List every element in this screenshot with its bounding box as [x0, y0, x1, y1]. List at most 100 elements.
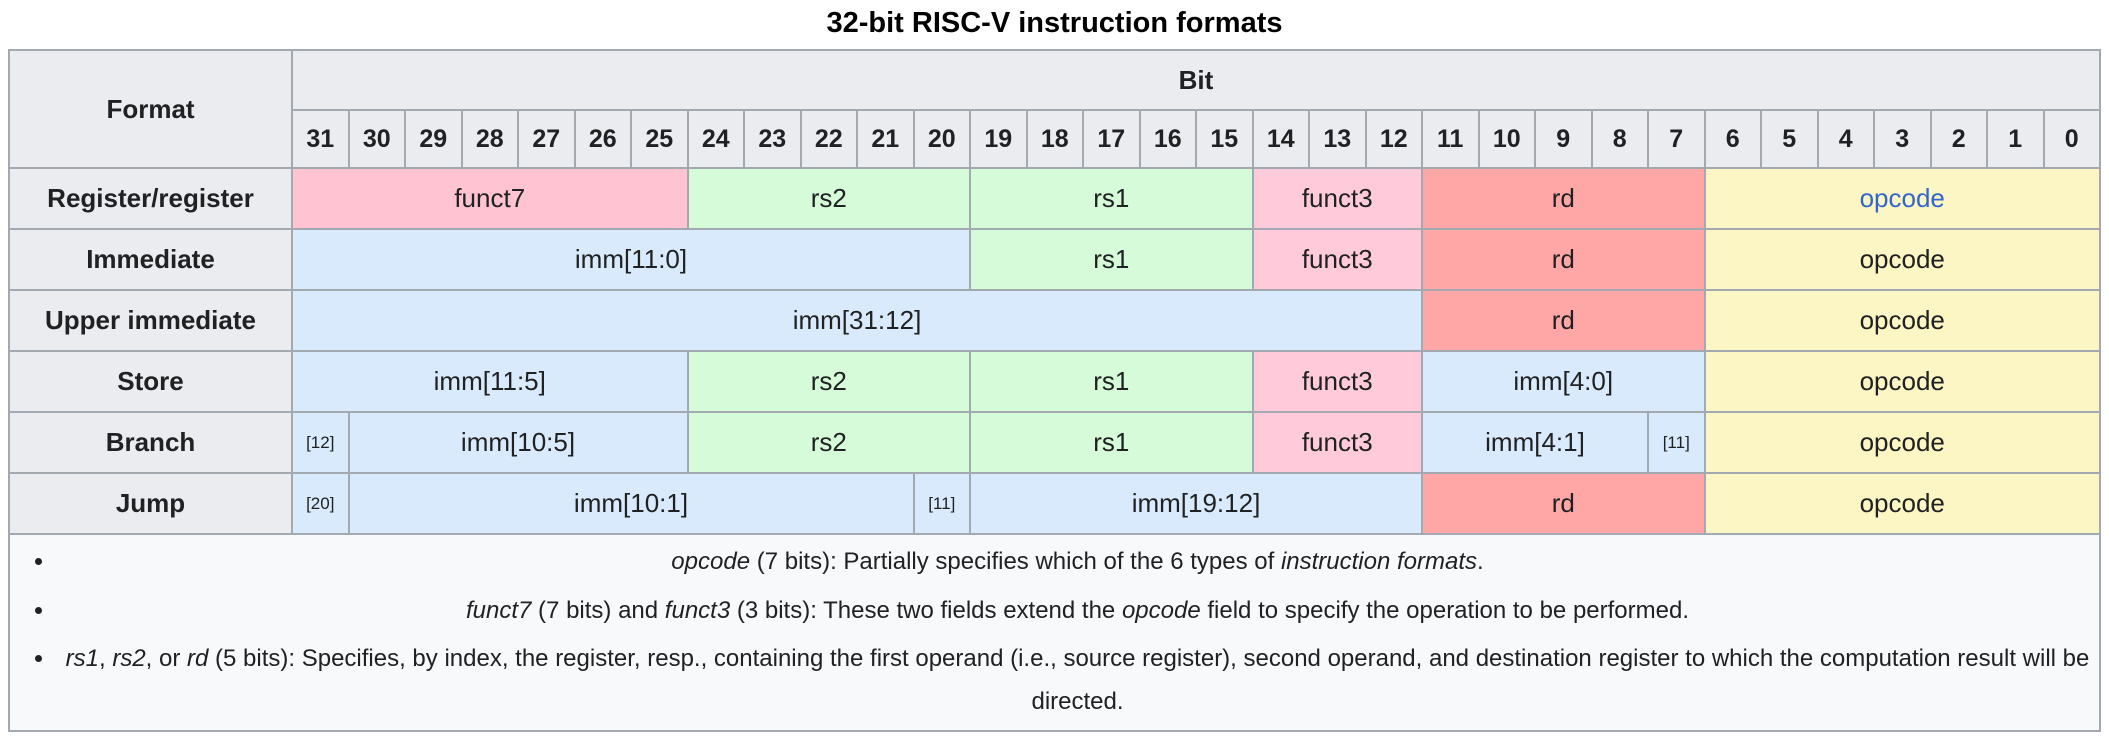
- bit-number: 0: [2042, 109, 2101, 169]
- table-row-store: Store imm[11:5] rs2 rs1 funct3 imm[4:0] …: [8, 350, 2101, 413]
- field-funct3: funct3: [1251, 411, 1423, 474]
- notes-row: opcode (7 bits): Partially specifies whi…: [8, 533, 2101, 732]
- row-label: Immediate: [8, 228, 293, 291]
- field-rs2: rs2: [686, 411, 971, 474]
- field-rs1: rs1: [969, 411, 1254, 474]
- table-row-jump: Jump [20] imm[10:1] [11] imm[19:12] rd o…: [8, 472, 2101, 535]
- bit-number: 4: [1816, 109, 1875, 169]
- bit-number: 17: [1082, 109, 1141, 169]
- notes-section: opcode (7 bits): Partially specifies whi…: [8, 533, 2101, 732]
- bit-number: 2: [1929, 109, 1988, 169]
- note-text: opcode: [671, 548, 751, 575]
- field-rs2: rs2: [686, 350, 971, 413]
- bit-number: 18: [1025, 109, 1084, 169]
- field-imm-10-1: imm[10:1]: [347, 472, 915, 535]
- note-text: rs2: [112, 645, 146, 673]
- row-label: Register/register: [8, 167, 293, 230]
- table-row-register-register: Register/register funct7 rs2 rs1 funct3 …: [8, 167, 2101, 230]
- bit-number: 5: [1760, 109, 1819, 169]
- field-imm-31-12: imm[31:12]: [291, 289, 1423, 352]
- bit-number: 9: [1534, 109, 1593, 169]
- bit-number: 12: [1364, 109, 1423, 169]
- bit-number: 24: [686, 109, 745, 169]
- bit-number: 10: [1477, 109, 1536, 169]
- bit-number: 11: [1421, 109, 1480, 169]
- bit-number: 15: [1195, 109, 1254, 169]
- field-imm-11-0: imm[11:0]: [291, 228, 971, 291]
- bit-header: Bit: [291, 49, 2101, 111]
- instruction-format-table: Format Bit 31 30 29 28 27 26 25 24 23 22…: [8, 49, 2101, 732]
- field-opcode: opcode: [1703, 228, 2101, 291]
- note-item-opcode: opcode (7 bits): Partially specifies whi…: [56, 541, 2098, 584]
- bit-number: 6: [1703, 109, 1762, 169]
- field-opcode: opcode: [1703, 167, 2101, 230]
- field-opcode: opcode: [1703, 289, 2101, 352]
- field-rd: rd: [1421, 167, 1706, 230]
- bit-number: 3: [1873, 109, 1932, 169]
- note-item-funct: funct7 (7 bits) and funct3 (3 bits): The…: [56, 590, 2098, 633]
- table-row-branch: Branch [12] imm[10:5] rs2 rs1 funct3 imm…: [8, 411, 2101, 474]
- field-rs1: rs1: [969, 350, 1254, 413]
- field-imm-4-1: imm[4:1]: [1421, 411, 1649, 474]
- field-opcode: opcode: [1703, 472, 2101, 535]
- bit-number: 16: [1138, 109, 1197, 169]
- bit-number: 26: [573, 109, 632, 169]
- bit-number: 29: [404, 109, 463, 169]
- field-imm-19-12: imm[19:12]: [969, 472, 1423, 535]
- bit-number: 31: [291, 109, 350, 169]
- header-row-bit: Format Bit: [8, 49, 2101, 169]
- field-rs1: rs1: [969, 167, 1254, 230]
- field-opcode: opcode: [1703, 350, 2101, 413]
- note-text: rd: [187, 645, 209, 673]
- table-row-upper-immediate: Upper immediate imm[31:12] rd opcode: [8, 289, 2101, 352]
- note-item-registers: rs1, rs2, or rd (5 bits): Specifies, by …: [56, 638, 2098, 723]
- field-funct3: funct3: [1251, 228, 1423, 291]
- bit-number: 8: [1590, 109, 1649, 169]
- field-imm-11: [11]: [1647, 411, 1706, 474]
- row-label: Upper immediate: [8, 289, 293, 352]
- field-imm-11: [11]: [912, 472, 971, 535]
- bit-number: 20: [912, 109, 971, 169]
- note-text: ,: [98, 645, 113, 673]
- opcode-link[interactable]: opcode: [1859, 183, 1945, 213]
- field-opcode: opcode: [1703, 411, 2101, 474]
- field-rd: rd: [1421, 289, 1706, 352]
- field-rd: rd: [1421, 228, 1706, 291]
- bit-number: 1: [1986, 109, 2045, 169]
- bit-number: 30: [347, 109, 406, 169]
- bit-number: 7: [1647, 109, 1706, 169]
- field-imm-4-0: imm[4:0]: [1421, 350, 1706, 413]
- field-rd: rd: [1421, 472, 1706, 535]
- table-row-immediate: Immediate imm[11:0] rs1 funct3 rd opcode: [8, 228, 2101, 291]
- note-text: funct3: [664, 596, 731, 624]
- bit-number: 25: [630, 109, 689, 169]
- format-column-header: Format: [8, 49, 293, 169]
- field-imm-10-5: imm[10:5]: [347, 411, 689, 474]
- field-imm-12: [12]: [291, 411, 350, 474]
- page-title: 32-bit RISC-V instruction formats: [826, 7, 1283, 39]
- notes-list: opcode (7 bits): Partially specifies whi…: [11, 541, 2098, 724]
- field-funct3: funct3: [1251, 350, 1423, 413]
- note-text: field to specify the operation to be per…: [1200, 596, 1689, 624]
- note-text: , or: [145, 645, 188, 673]
- note-text: (3 bits): These two fields extend the: [730, 596, 1122, 624]
- bit-number: 13: [1308, 109, 1367, 169]
- field-funct3: funct3: [1251, 167, 1423, 230]
- field-imm-11-5: imm[11:5]: [291, 350, 689, 413]
- note-text: .: [1477, 548, 1484, 575]
- row-label: Branch: [8, 411, 293, 474]
- field-funct7: funct7: [291, 167, 689, 230]
- field-imm-20: [20]: [291, 472, 350, 535]
- note-text: opcode: [1121, 596, 1201, 624]
- header-row-bit-numbers: 31 30 29 28 27 26 25 24 23 22 21 20 19 1…: [9, 109, 2101, 169]
- bit-number: 23: [743, 109, 802, 169]
- field-rs2: rs2: [686, 167, 971, 230]
- note-text: funct7: [466, 596, 532, 624]
- row-label: Jump: [8, 472, 293, 535]
- bit-number: 19: [969, 109, 1028, 169]
- field-rs1: rs1: [969, 228, 1254, 291]
- note-text: (5 bits): Specifies, by index, the regis…: [208, 645, 2090, 716]
- note-text: (7 bits): Partially specifies which of t…: [750, 548, 1281, 575]
- bit-number: 22: [799, 109, 858, 169]
